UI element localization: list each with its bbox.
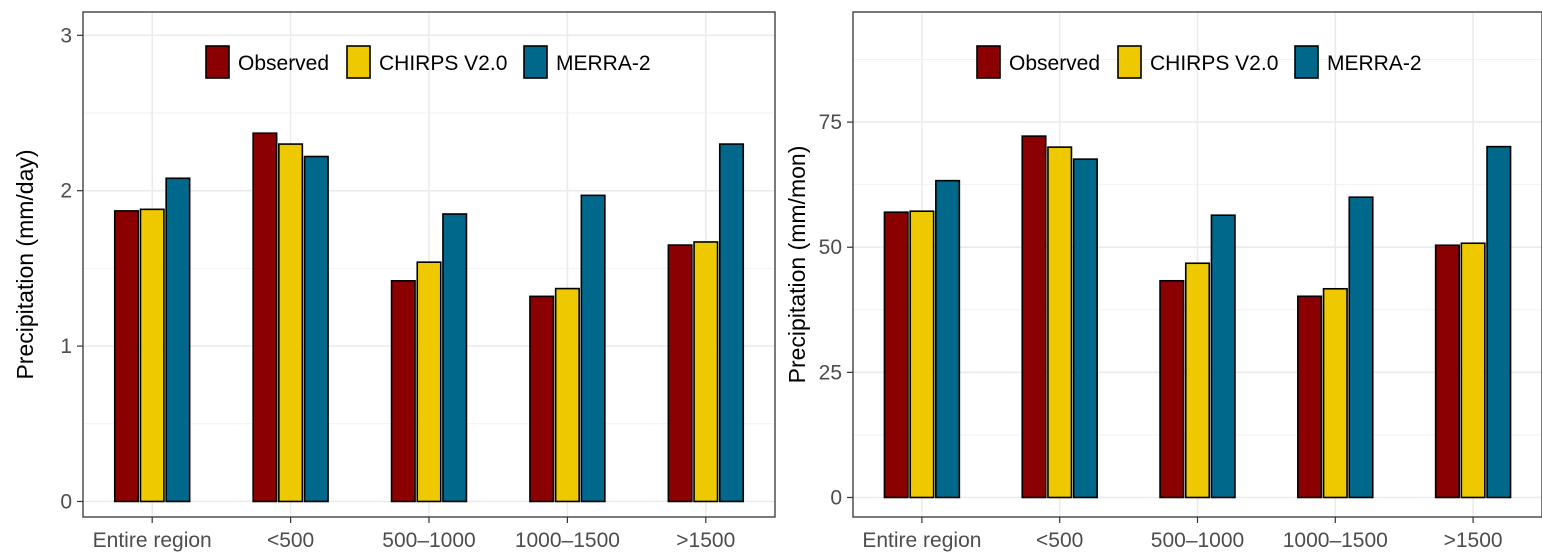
bar-chirps-v2-0 [416,261,442,503]
bar-merra-2 [303,155,329,503]
x-tick-label: <500 [267,529,314,552]
bar-observed [1021,135,1047,499]
legend-label: MERRA-2 [556,52,651,75]
x-tick-label: <500 [1036,529,1083,552]
legend-label: Observed [1009,52,1100,75]
x-tick-label: >1500 [1444,529,1503,552]
chart-panel-2: 0 25 50 75 Entire region <500 500–1000 1000–150… [784,11,1542,552]
bar-chirps-v2-0 [909,210,935,499]
bar-observed [529,295,555,503]
bar-chirps-v2-0 [1184,262,1211,499]
bar-merra-2 [442,213,468,503]
bar-merra-2 [165,177,191,503]
legend: Observed CHIRPS V2.0 MERRA-2 [205,45,651,79]
legend-key [1117,45,1142,79]
y-tick-label: 0 [60,490,72,513]
bar-merra-2 [935,179,961,499]
y-tick-label: 0 [830,486,842,509]
chart-panel-1: 0 1 2 3 Entire region <500 500–1000 1000–1500 >1… [12,11,776,552]
y-tick-label: 2 [60,180,72,203]
y-tick-label: 50 [819,236,842,259]
legend-key [205,45,230,79]
bar-observed [113,210,140,503]
bar-observed [883,211,909,499]
bar-observed [390,280,416,503]
bar-chirps-v2-0 [1322,287,1348,499]
legend-label: Observed [238,52,329,75]
legend-key [976,45,1001,79]
bar-merra-2 [1486,145,1512,499]
bar-observed [667,244,693,503]
bar-observed [1297,295,1323,499]
x-tick-label: Entire region [93,529,212,552]
bar-chirps-v2-0 [693,241,719,503]
bar-chirps-v2-0 [554,287,580,503]
x-tick-label: Entire region [862,529,981,552]
x-tick-label: 1000–1500 [515,529,620,552]
bar-chirps-v2-0 [1460,242,1486,499]
legend-key [1294,45,1319,79]
x-tick-label: 500–1000 [1151,529,1244,552]
bar-chirps-v2-0 [1047,146,1073,499]
legend-key [523,45,548,79]
bar-observed [1159,279,1185,499]
legend-key [346,45,371,79]
x-tick-label: 1000–1500 [1283,529,1388,552]
y-tick-label: 1 [60,335,72,358]
legend-label: CHIRPS V2.0 [1150,52,1278,75]
bar-observed [252,132,278,503]
y-tick-label: 3 [60,24,72,47]
legend-label: CHIRPS V2.0 [379,52,507,75]
y-tick-label: 25 [819,361,842,384]
bar-chirps-v2-0 [278,143,304,503]
bar-merra-2 [1072,158,1098,499]
bar-merra-2 [1348,196,1374,499]
bar-merra-2 [718,143,745,503]
panel-border [852,11,1542,518]
legend-label: MERRA-2 [1327,52,1422,75]
panel-border [82,11,776,518]
legend: Observed CHIRPS V2.0 MERRA-2 [976,45,1422,79]
y-axis-label: Precipitation (mm/mon) [784,146,810,384]
bar-observed [1434,244,1460,499]
x-tick-label: >1500 [676,529,735,552]
bar-merra-2 [1210,214,1236,499]
x-tick-label: 500–1000 [382,529,475,552]
bar-merra-2 [580,194,606,503]
bar-chirps-v2-0 [139,208,165,503]
y-axis-label: Precipitation (mm/day) [12,149,38,379]
y-tick-label: 75 [819,111,842,134]
